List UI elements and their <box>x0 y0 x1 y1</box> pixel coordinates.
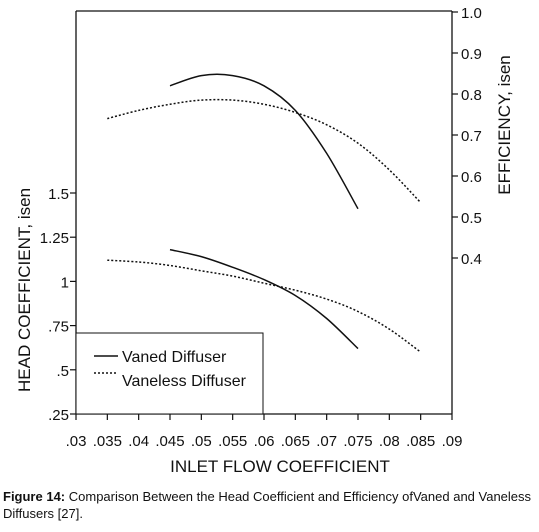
x-axis-title: INLET FLOW COEFFICIENT <box>170 457 390 476</box>
x-tick-label: .09 <box>442 433 463 450</box>
right-tick-label: 0.9 <box>461 46 482 63</box>
series-line-vaneless-efficiency <box>107 98 422 204</box>
figure-caption-text: Comparison Between the Head Coefficient … <box>3 489 532 521</box>
legend: Vaned Diffuser Vaneless Diffuser <box>75 332 264 415</box>
x-tick-label: .06 <box>254 433 275 450</box>
left-tick-label: .25 <box>48 407 69 424</box>
right-tick-label: 0.4 <box>461 251 482 268</box>
right-axis-ticks: 0.4 0.5 0.6 0.7 0.8 0.9 1.0 <box>452 5 482 268</box>
right-tick-label: 1.0 <box>461 5 482 22</box>
left-tick-label: .75 <box>48 319 69 336</box>
left-tick-label: 1 <box>61 274 69 291</box>
left-axis-ticks: .25 .5 .75 1 1.25 1.5 <box>40 186 76 424</box>
x-tick-label: .03 <box>66 433 87 450</box>
chart: .03 .035 .04 .045 .05 .055 .06 .065 .07 .075 .08 .0… <box>15 5 514 476</box>
x-tick-label: .065 <box>281 433 310 450</box>
series-line-vaned-head <box>169 248 359 350</box>
x-tick-label: .04 <box>128 433 149 450</box>
right-axis-title: EFFICIENCY, isen <box>495 55 514 195</box>
left-tick-label: .5 <box>56 363 69 380</box>
x-tick-label: .055 <box>218 433 247 450</box>
figure-caption: Figure 14: Comparison Between the Head C… <box>3 488 536 522</box>
x-tick-label: .035 <box>93 433 122 450</box>
right-tick-label: 0.6 <box>461 169 482 186</box>
x-tick-label: .07 <box>316 433 337 450</box>
series-layer <box>107 73 422 353</box>
left-axis-title: HEAD COEFFICIENT, isen <box>15 188 34 392</box>
series-line-vaned-efficiency <box>169 73 359 210</box>
x-tick-label: .05 <box>191 433 212 450</box>
figure-caption-label: Figure 14: <box>3 489 66 504</box>
x-tick-label: .075 <box>343 433 372 450</box>
x-tick-label: .08 <box>379 433 400 450</box>
right-tick-label: 0.7 <box>461 128 482 145</box>
left-tick-label: 1.25 <box>40 230 69 247</box>
left-tick-label: 1.5 <box>48 186 69 203</box>
x-tick-label: .045 <box>155 433 184 450</box>
x-tick-label: .085 <box>406 433 435 450</box>
legend-label-vaned: Vaned Diffuser <box>122 349 227 366</box>
right-tick-label: 0.5 <box>461 210 482 227</box>
series-line-vaneless-head <box>107 259 422 353</box>
right-tick-label: 0.8 <box>461 87 482 104</box>
legend-label-vaneless: Vaneless Diffuser <box>122 373 247 390</box>
x-axis-ticks: .03 .035 .04 .045 .05 .055 .06 .065 .07 .075 .08 .0… <box>66 414 463 450</box>
